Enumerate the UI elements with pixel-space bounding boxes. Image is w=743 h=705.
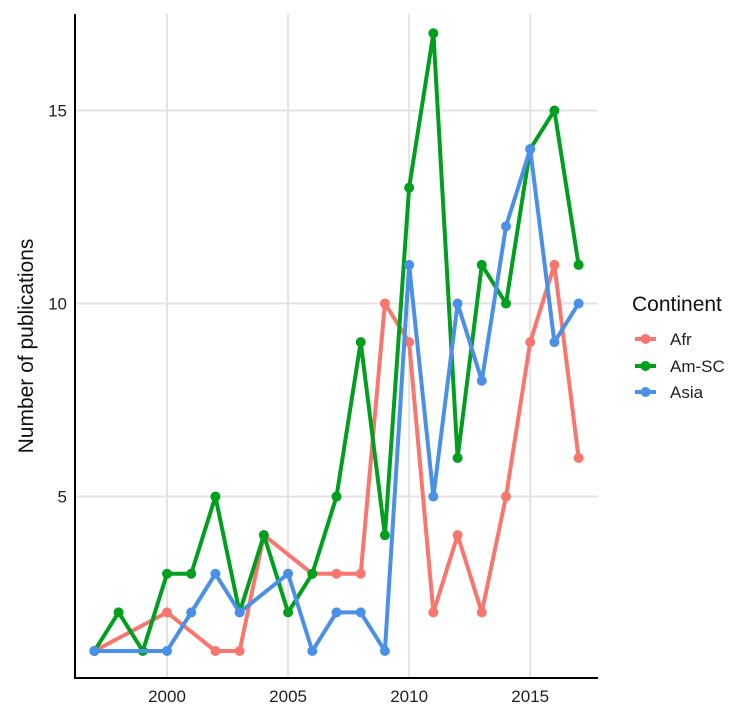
legend-swatch-point: [640, 361, 651, 371]
data-point: [113, 607, 124, 618]
legend-title: Continent: [632, 293, 722, 316]
legend-label: Am-SC: [670, 357, 725, 376]
data-point: [428, 28, 439, 39]
data-point: [476, 375, 487, 386]
series-afr: [89, 259, 584, 656]
y-tick-label: 15: [48, 102, 67, 121]
data-point: [234, 645, 245, 656]
axes: [74, 14, 598, 679]
data-point: [379, 298, 390, 309]
legend: Continent Afr Am-SC Asia: [632, 293, 725, 402]
data-point: [428, 491, 439, 502]
y-tick-label: 10: [48, 295, 67, 314]
data-point: [476, 259, 487, 270]
series-layer: [89, 28, 584, 656]
data-point: [379, 530, 390, 541]
data-point: [283, 568, 294, 579]
x-tick-label: 2015: [511, 687, 549, 705]
data-point: [525, 337, 536, 348]
data-point: [210, 568, 221, 579]
data-point: [500, 298, 511, 309]
legend-swatch-point: [640, 387, 651, 397]
legend-label: Afr: [670, 330, 692, 349]
data-point: [500, 221, 511, 232]
data-point: [355, 607, 366, 618]
data-point: [404, 337, 415, 348]
data-point: [452, 452, 463, 463]
data-point: [379, 645, 390, 656]
data-point: [186, 568, 197, 579]
x-tick-label: 2000: [148, 687, 186, 705]
legend-item-asia: Asia: [635, 383, 704, 402]
data-point: [210, 645, 221, 656]
data-point: [500, 491, 511, 502]
y-tick-label: 5: [58, 488, 67, 507]
x-tick-label: 2005: [269, 687, 307, 705]
data-point: [186, 607, 197, 618]
data-point: [331, 568, 342, 579]
data-point: [549, 259, 560, 270]
y-axis-title: Number of publications: [15, 239, 38, 454]
data-point: [331, 491, 342, 502]
series-asia: [89, 144, 584, 656]
data-point: [404, 182, 415, 193]
data-point: [210, 491, 221, 502]
data-point: [283, 607, 294, 618]
data-point: [404, 259, 415, 270]
data-point: [258, 530, 269, 541]
data-point: [549, 105, 560, 116]
data-point: [573, 259, 584, 270]
data-point: [525, 144, 536, 155]
tick-labels: 2000 2005 2010 2015 5 10 15: [48, 102, 549, 705]
data-point: [452, 298, 463, 309]
data-point: [428, 607, 439, 618]
data-point: [573, 298, 584, 309]
data-point: [162, 645, 173, 656]
data-point: [307, 645, 318, 656]
legend-item-afr: Afr: [635, 330, 692, 349]
data-point: [331, 607, 342, 618]
legend-label: Asia: [670, 383, 704, 402]
data-point: [162, 607, 173, 618]
data-point: [307, 568, 318, 579]
x-tick-label: 2010: [390, 687, 428, 705]
data-point: [549, 337, 560, 348]
data-point: [573, 452, 584, 463]
data-point: [355, 568, 366, 579]
legend-item-am-sc: Am-SC: [635, 357, 725, 376]
legend-swatch-point: [640, 334, 651, 344]
data-point: [476, 607, 487, 618]
series-am-sc: [89, 28, 584, 656]
series-line: [92, 147, 581, 653]
data-point: [89, 645, 100, 656]
data-point: [355, 337, 366, 348]
data-point: [452, 530, 463, 541]
data-point: [162, 568, 173, 579]
data-point: [234, 607, 245, 618]
